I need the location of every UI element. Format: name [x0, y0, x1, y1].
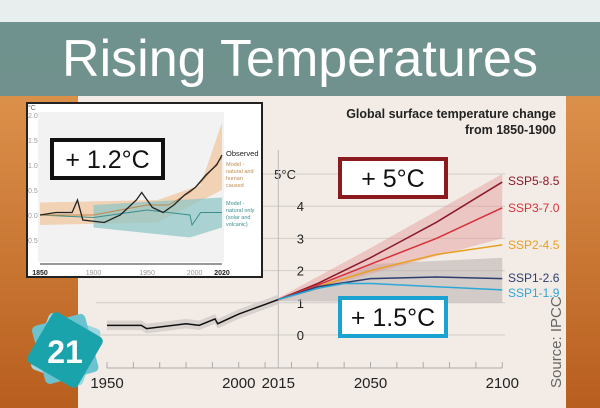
ssp5-uncertainty-band: [278, 174, 503, 302]
inset-y-tick: 0.5: [28, 188, 38, 195]
callout-inset: + 1.2°C: [50, 138, 165, 180]
historical-line: [107, 298, 279, 330]
inset-x-tick: 2020: [214, 270, 230, 277]
inset-legend-entry: Model -: [226, 201, 245, 207]
inset-y-tick: 0.5: [28, 238, 38, 245]
chart-title-line1: Global surface temperature change: [346, 107, 556, 121]
inset-legend-entry: natural only: [226, 208, 255, 214]
ssp1-uncertainty-band: [278, 257, 503, 303]
inset-legend-entry: natural and: [226, 169, 254, 175]
inset-series-line: [39, 209, 222, 227]
series-line-ssp3-7.0: [278, 207, 503, 301]
inset-x-tick: 1950: [139, 270, 155, 277]
slide-number-badge: 21: [27, 312, 103, 388]
inset-y-tick: 1.0: [28, 163, 38, 170]
slide-number: 21: [47, 334, 83, 370]
y-tick-label: 1: [297, 296, 304, 311]
inset-y-tick: 0.0: [28, 213, 38, 220]
inset-x-tick: 1850: [32, 270, 48, 277]
x-tick-label: 2015: [262, 375, 295, 392]
inset-legend-entry: Model -: [226, 162, 245, 168]
series-label: SSP2-4.5: [508, 238, 560, 252]
inset-plot-area: [38, 112, 224, 262]
inset-legend-entry: volcanic): [226, 222, 248, 228]
inset-natural-band: [93, 197, 222, 238]
inset-series-line: [39, 154, 223, 224]
inset-legend-entry: caused: [226, 183, 244, 189]
series-line-ssp5-8.5: [277, 181, 503, 301]
series-label: SSP1-2.6: [508, 271, 560, 285]
series-line-ssp1-2.6: [278, 276, 503, 301]
inset-x-tick: 1900: [86, 270, 102, 277]
top-strip: [0, 0, 600, 22]
y-tick-label: 3: [297, 231, 304, 246]
y-tick-label: 5°C: [274, 167, 296, 182]
y-tick-label: 2: [297, 264, 304, 279]
inset-chart: 2.0 1.5 1.0 0.5 0.0 0.5 °C 1850 1900 1950 2000 2020…: [26, 102, 263, 278]
series-line-ssp1-1.9: [278, 282, 503, 301]
chart-title-line2: from 1850-1900: [464, 123, 556, 137]
callout-low: + 1.5°C: [338, 296, 448, 338]
inset-legend-observed: Observed: [226, 149, 259, 158]
x-tick-label: 1950: [90, 375, 123, 392]
series-label: SSP1-1.9: [508, 286, 560, 300]
inset-x-tick: 2000: [187, 270, 203, 277]
x-tick-label: 2100: [486, 375, 519, 392]
inset-y-tick: 1.5: [28, 138, 38, 145]
inset-legend-entry: human: [226, 176, 243, 182]
series-label: SSP3-7.0: [508, 201, 560, 215]
chart-title: Global surface temperature change from 18…: [346, 106, 556, 138]
inset-y-tick: 2.0: [28, 113, 38, 120]
x-tick-label: 2050: [354, 375, 387, 392]
inset-y-unit: °C: [28, 104, 36, 112]
slide-title: Rising Temperatures: [0, 22, 600, 96]
x-tick-label: 2000: [222, 375, 255, 392]
historical-band: [107, 294, 279, 334]
inset-human-band: [40, 122, 222, 225]
y-tick-label: 4: [297, 199, 304, 214]
callout-high: + 5°C: [338, 157, 448, 199]
source-label: Source: IPCC: [548, 296, 565, 388]
inset-legend-entry: (solar and: [226, 215, 250, 221]
main-chart: 0 1 2 3 4 5°C 1950 2000 2015 2050 2100 SSP5-8.5 SSP3…: [90, 150, 560, 392]
series-label: SSP5-8.5: [508, 174, 560, 188]
y-tick-label: 0: [297, 328, 304, 343]
